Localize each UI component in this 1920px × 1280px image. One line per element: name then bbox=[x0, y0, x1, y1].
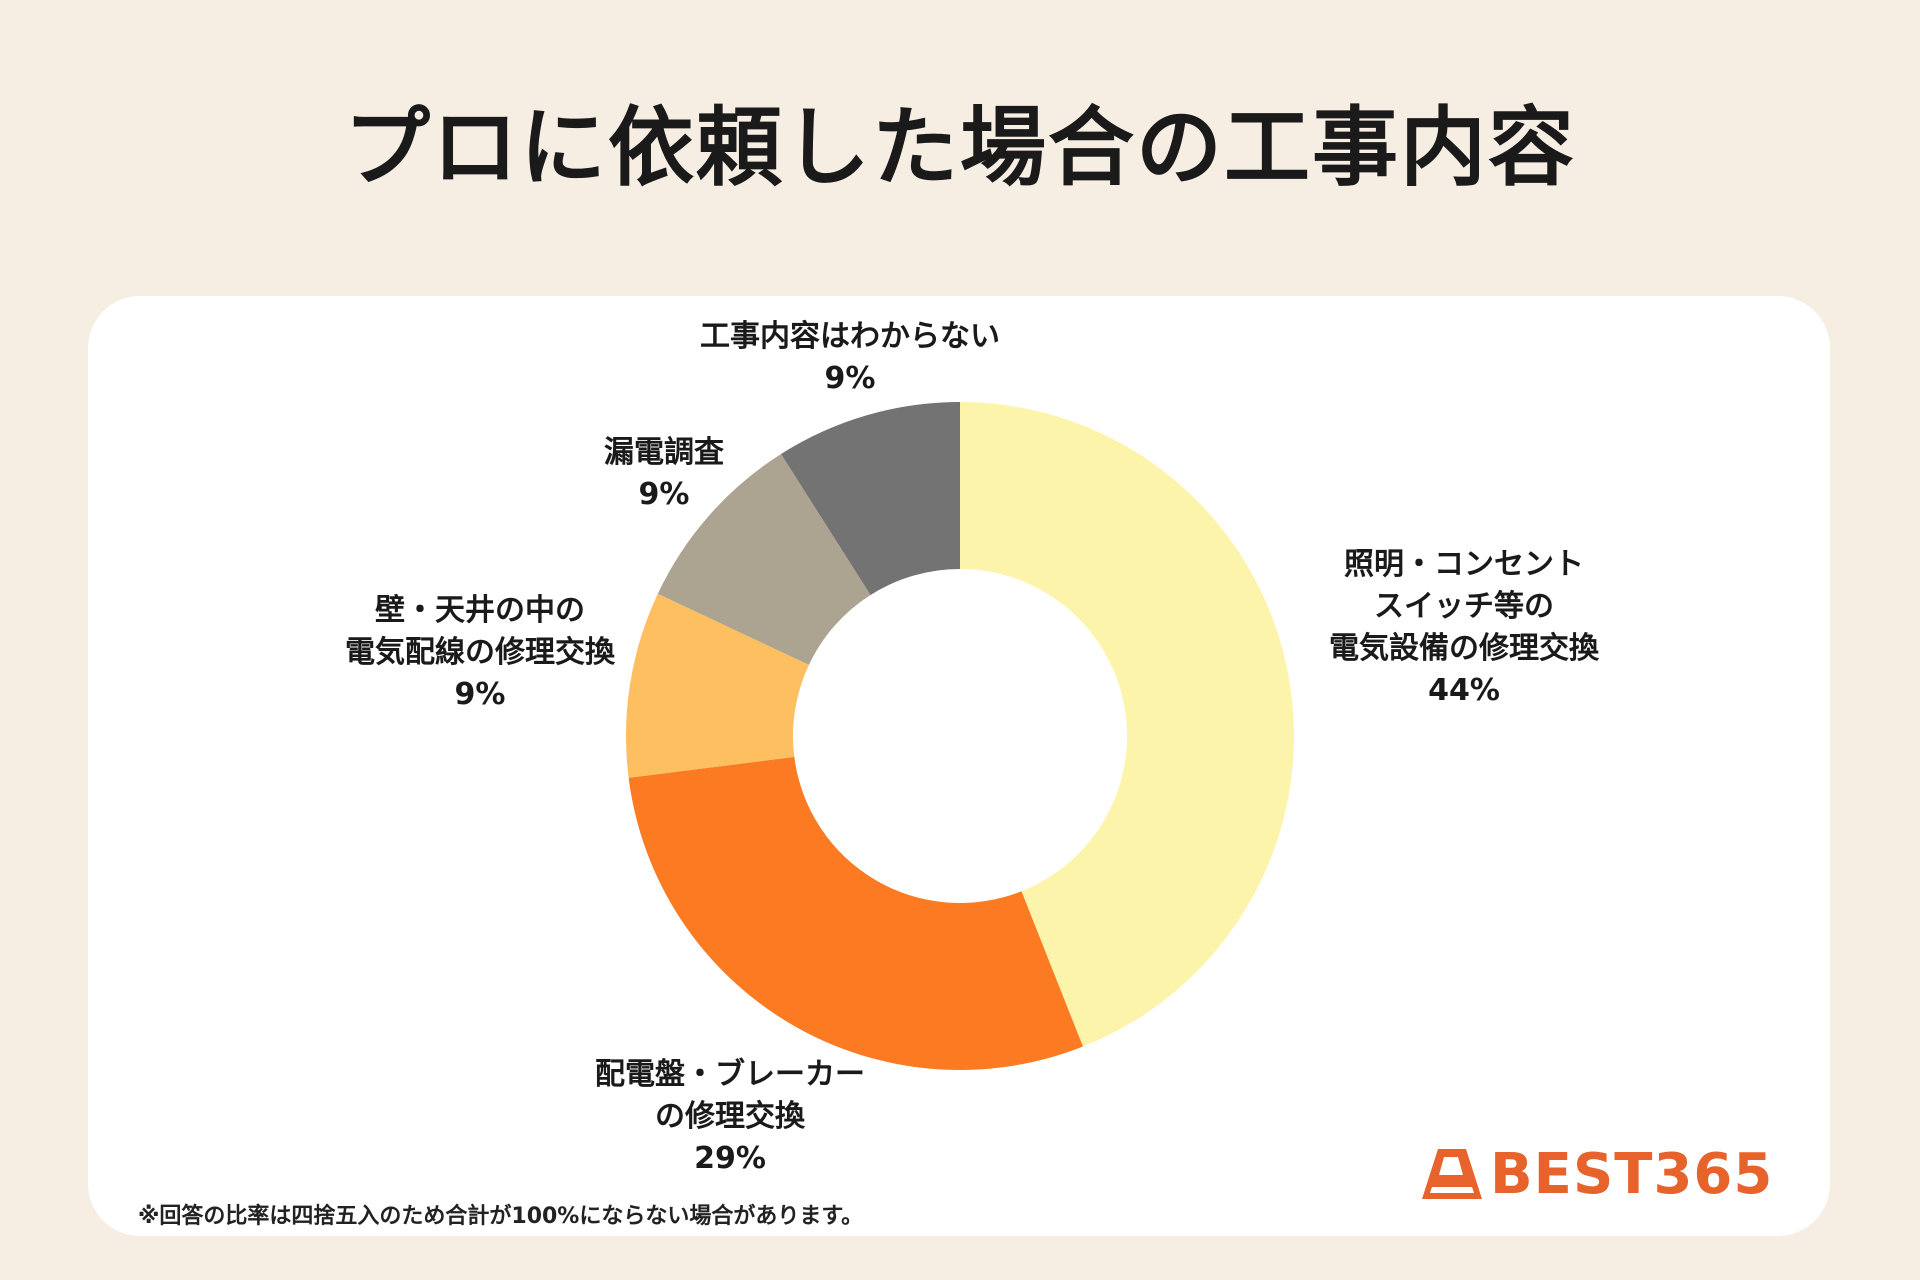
value-label: 44% bbox=[1428, 673, 1500, 708]
slice-leak-inspection bbox=[657, 453, 871, 665]
label-line: 漏電調査 bbox=[604, 435, 724, 470]
footnote: ※回答の比率は四捨五入のため合計が100%にならない場合があります。 bbox=[138, 1204, 864, 1229]
label-line: 壁・天井の中の bbox=[375, 593, 585, 628]
value-label: 9% bbox=[638, 477, 690, 512]
brand-mark-icon bbox=[1422, 1149, 1482, 1199]
value-label: 9% bbox=[454, 677, 506, 712]
label-line: 照明・コンセント bbox=[1344, 547, 1584, 582]
slice-label-breaker-panel: 配電盤・ブレーカー の修理交換 29% bbox=[520, 1054, 940, 1180]
slice-lighting-outlets bbox=[960, 402, 1294, 1047]
slice-unknown bbox=[781, 402, 960, 595]
label-line: 電気配線の修理交換 bbox=[345, 635, 615, 670]
value-label: 9% bbox=[824, 361, 876, 396]
slice-in-wall-wiring bbox=[626, 593, 809, 778]
slice-label-leak-inspection: 漏電調査 9% bbox=[454, 432, 874, 516]
label-line: の修理交換 bbox=[655, 1099, 805, 1134]
brand-name: BEST365 bbox=[1490, 1141, 1774, 1207]
label-line: 工事内容はわからない bbox=[700, 319, 1000, 354]
slice-label-lighting-outlets: 照明・コンセント スイッチ等の 電気設備の修理交換 44% bbox=[1254, 544, 1674, 712]
slice-label-in-wall-wiring: 壁・天井の中の 電気配線の修理交換 9% bbox=[270, 590, 690, 716]
brand-logo: BEST365 bbox=[1420, 1141, 1774, 1207]
label-line: 電気設備の修理交換 bbox=[1329, 631, 1599, 666]
value-label: 29% bbox=[694, 1141, 766, 1176]
label-line: 配電盤・ブレーカー bbox=[595, 1057, 865, 1092]
label-line: スイッチ等の bbox=[1374, 589, 1554, 624]
page-title: プロに依頼した場合の工事内容 bbox=[344, 98, 1576, 198]
slice-label-unknown: 工事内容はわからない 9% bbox=[640, 316, 1060, 400]
slice-breaker-panel bbox=[628, 756, 1083, 1070]
